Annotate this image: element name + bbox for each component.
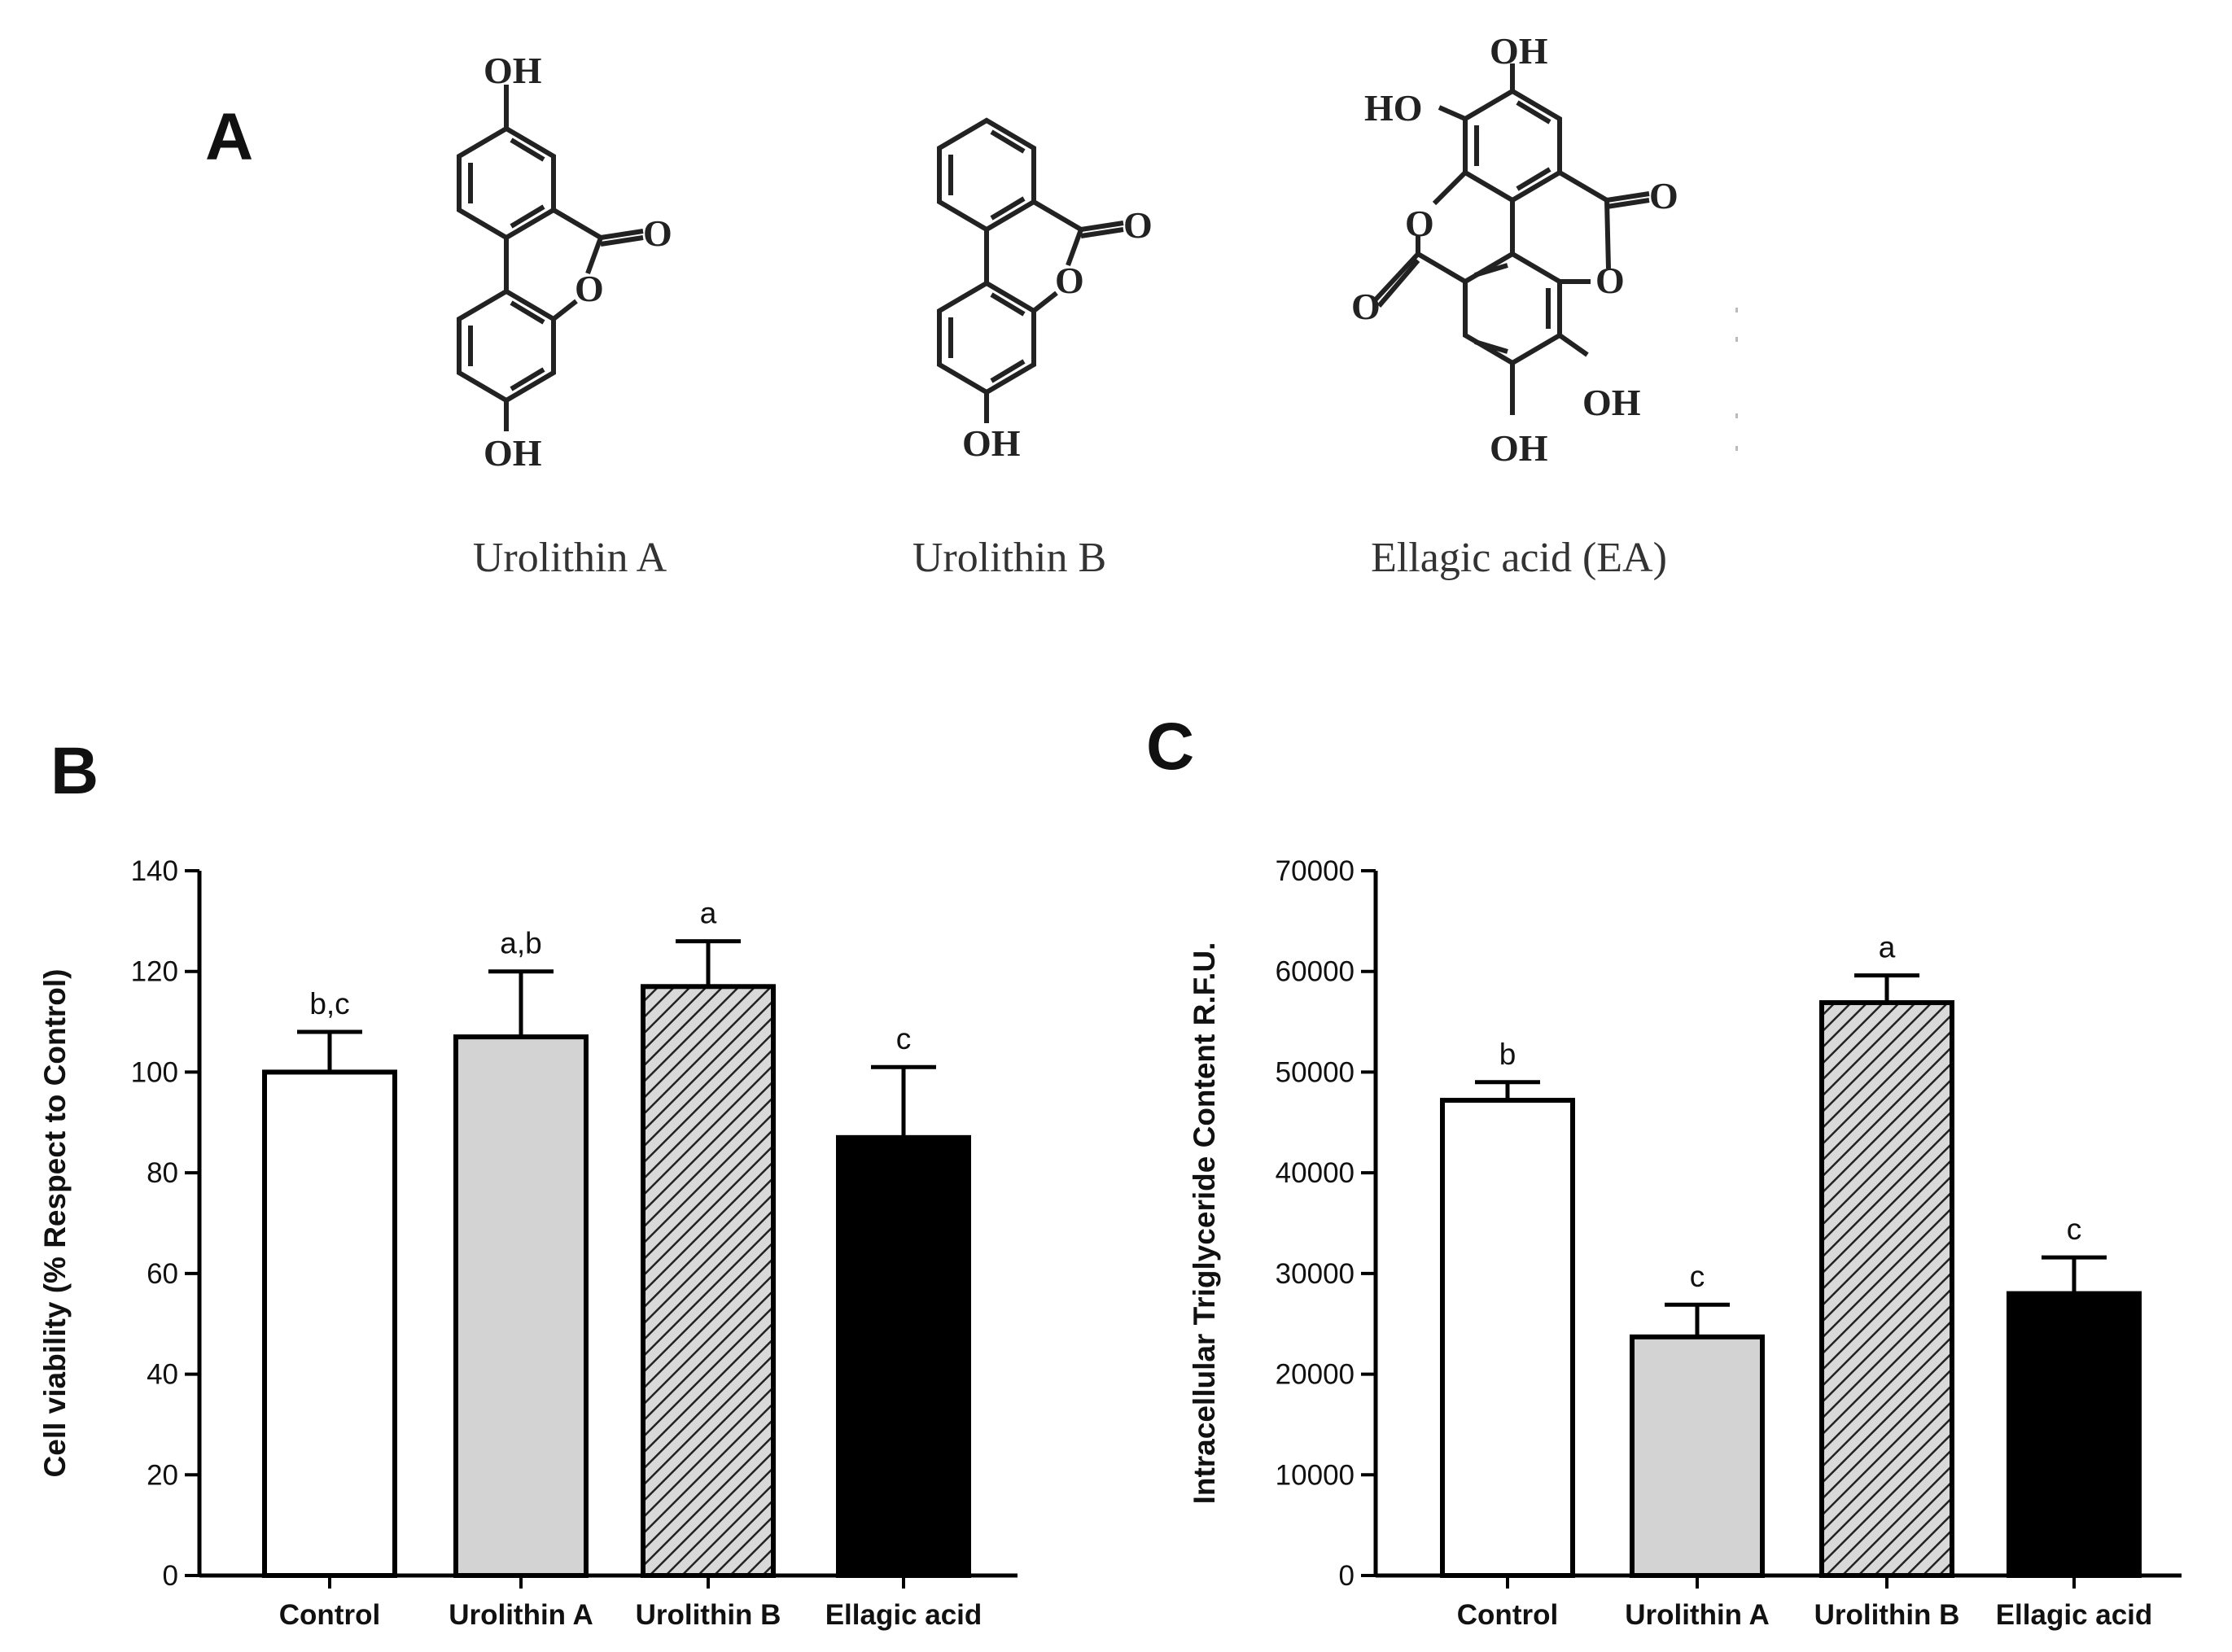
structure-urolithin-b-atoms: O O OH	[962, 204, 1153, 464]
chart-c-y-tick-label: 60000	[1276, 956, 1355, 988]
chart-b-significance-label: c	[896, 1022, 912, 1055]
chart-b-category-label: Control	[279, 1599, 380, 1631]
chart-b-y-tick-label: 40	[147, 1359, 178, 1391]
chart-c-category-label: Urolithin A	[1625, 1599, 1770, 1631]
chart-b-y-tick-label: 120	[131, 956, 178, 988]
atom-o: O	[1405, 203, 1434, 244]
chart-c-y-axis-title: Intracellular Triglyceride Content R.F.U…	[1188, 942, 1221, 1505]
chart-b-y-tick-label: 20	[147, 1459, 178, 1491]
panel-label-a: A	[205, 100, 253, 174]
chart-c-y-tick-label: 50000	[1276, 1056, 1355, 1088]
chart-b-bar	[262, 1069, 397, 1578]
chart-b-category-label: Urolithin A	[449, 1599, 593, 1631]
structure-urolithin-a-atoms: OH O O OH	[484, 50, 672, 474]
atom-o: O	[1595, 260, 1625, 301]
structure-ellagic-acid	[1373, 63, 1650, 415]
chart-c-bar	[1819, 1000, 1954, 1578]
chart-b-significance-label: a	[700, 897, 717, 930]
panel-label-b: B	[50, 734, 98, 808]
atom-o: O	[1351, 286, 1381, 327]
atom-o: O	[1649, 175, 1678, 216]
atom-ho: HO	[1364, 87, 1423, 129]
chart-b-category-label: Ellagic acid	[825, 1599, 983, 1631]
chart-cell-viability: 0 20 40 60 80 100 120 140 Cell viability (% Resp…	[38, 855, 1018, 1631]
chart-c-y-tick-label: 10000	[1276, 1459, 1355, 1491]
chart-b-significance-label: a,b	[500, 927, 541, 960]
chart-c-significance-label: b	[1499, 1038, 1516, 1071]
chart-c-y-tick-label: 40000	[1276, 1157, 1355, 1189]
atom-oh: OH	[1490, 30, 1548, 72]
chart-c-significance-label: c	[2067, 1213, 2082, 1246]
atom-o: O	[575, 268, 604, 309]
decorative-dots	[1735, 308, 1738, 451]
chart-b-bar	[641, 984, 776, 1579]
atom-oh: OH	[484, 50, 542, 91]
chart-c-bar	[2007, 1291, 2142, 1578]
atom-o: O	[643, 212, 672, 254]
structure-urolithin-a	[457, 85, 644, 431]
structure-ellagic-acid-atoms: OH HO O O O O OH OH	[1351, 30, 1678, 469]
chart-c-bar	[1630, 1334, 1765, 1578]
chart-b-y-tick-label: 100	[131, 1056, 178, 1088]
atom-oh: OH	[484, 432, 542, 474]
chart-triglyceride-content: 0 10000 20000 30000 40000 50000 60000 70000 Intr…	[1188, 855, 2182, 1631]
chart-c-y-tick-label: 30000	[1276, 1258, 1355, 1290]
panel-label-c: C	[1146, 710, 1194, 784]
chart-b-y-tick-label: 60	[147, 1258, 178, 1290]
chart-c-category-label: Ellagic acid	[1996, 1599, 2153, 1631]
structure-urolithin-b	[937, 117, 1124, 423]
chart-b-y-tick-label: 80	[147, 1157, 178, 1189]
chart-b-y-tick-label: 0	[163, 1560, 178, 1592]
chart-b-category-label: Urolithin B	[636, 1599, 781, 1631]
compound-name-urolithin-b: Urolithin B	[912, 535, 1106, 581]
atom-oh: OH	[1582, 382, 1641, 423]
chart-c-y-tick-label: 20000	[1276, 1359, 1355, 1391]
chart-b-significance-label: b,c	[309, 987, 349, 1020]
chart-c-bar	[1440, 1098, 1575, 1579]
chart-b-y-tick-label: 140	[131, 855, 178, 887]
chart-b-y-axis-title: Cell viability (% Respect to Control)	[38, 969, 72, 1478]
atom-o: O	[1123, 204, 1153, 246]
compound-name-urolithin-a: Urolithin A	[473, 535, 667, 581]
chart-c-y-tick-label: 70000	[1276, 855, 1355, 887]
compound-name-ellagic-acid: Ellagic acid (EA)	[1371, 535, 1667, 581]
chart-c-significance-label: c	[1690, 1260, 1705, 1293]
atom-oh: OH	[1490, 427, 1548, 469]
chart-c-category-label: Control	[1457, 1599, 1558, 1631]
chart-b-bar	[836, 1134, 971, 1579]
chart-c-y-tick-label: 0	[1339, 1560, 1355, 1592]
chart-b-bar	[453, 1034, 589, 1578]
atom-oh: OH	[962, 422, 1021, 464]
atom-o: O	[1055, 260, 1084, 301]
chart-c-category-label: Urolithin B	[1814, 1599, 1960, 1631]
chart-c-significance-label: a	[1879, 931, 1896, 964]
